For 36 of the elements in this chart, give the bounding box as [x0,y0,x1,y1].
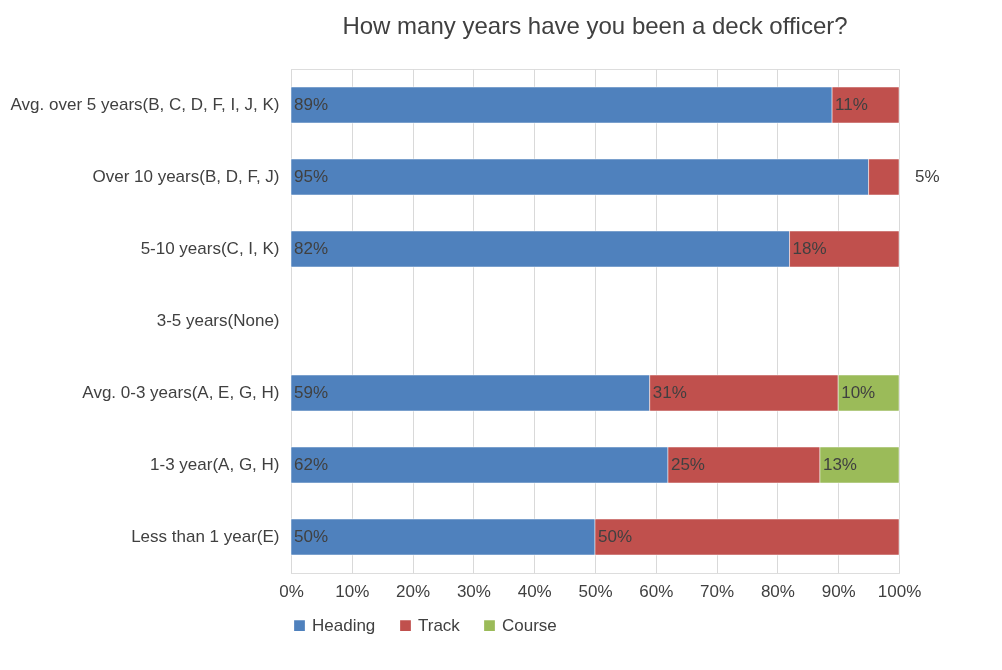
legend-label: Course [502,615,557,635]
data-label: 11% [835,95,868,114]
data-label: 18% [792,239,827,258]
data-label: 89% [294,95,329,114]
data-label: 50% [294,527,329,546]
x-tick-label: 90% [821,581,856,601]
chart-title: How many years have you been a deck officer? [342,12,848,39]
y-tick-label: Avg. 0-3 years(A, E, G, H) [82,383,280,402]
data-label: 50% [598,527,633,546]
data-label: 31% [652,383,687,402]
x-tick-label: 60% [639,581,674,601]
data-label: 62% [294,455,329,474]
x-tick-label: 10% [335,581,370,601]
legend-label: Track [418,615,461,635]
y-tick-label: 3-5 years(None) [156,311,280,330]
y-tick-label: Over 10 years(B, D, F, J) [92,167,280,186]
data-label: 5% [915,167,940,186]
data-label: 25% [670,455,705,474]
legend-label: Heading [312,615,376,635]
x-tick-label: 50% [578,581,613,601]
x-tick-label: 70% [700,581,735,601]
y-tick-label: 5-10 years(C, I, K) [140,239,280,258]
x-tick-label: 100% [877,581,922,601]
data-label: 59% [294,383,329,402]
x-tick-label: 0% [279,581,304,601]
x-tick-label: 80% [760,581,795,601]
data-label: 10% [841,383,876,402]
data-label: 95% [294,167,329,186]
y-tick-label: 1-3 year(A, G, H) [150,455,280,474]
data-label: 82% [294,239,329,258]
x-tick-label: 20% [396,581,431,601]
data-label: 13% [822,455,857,474]
x-tick-label: 40% [517,581,552,601]
x-tick-label: 30% [456,581,491,601]
y-tick-label: Avg. over 5 years(B, C, D, F, I, J, K) [10,95,280,114]
y-tick-label: Less than 1 year(E) [131,527,280,546]
